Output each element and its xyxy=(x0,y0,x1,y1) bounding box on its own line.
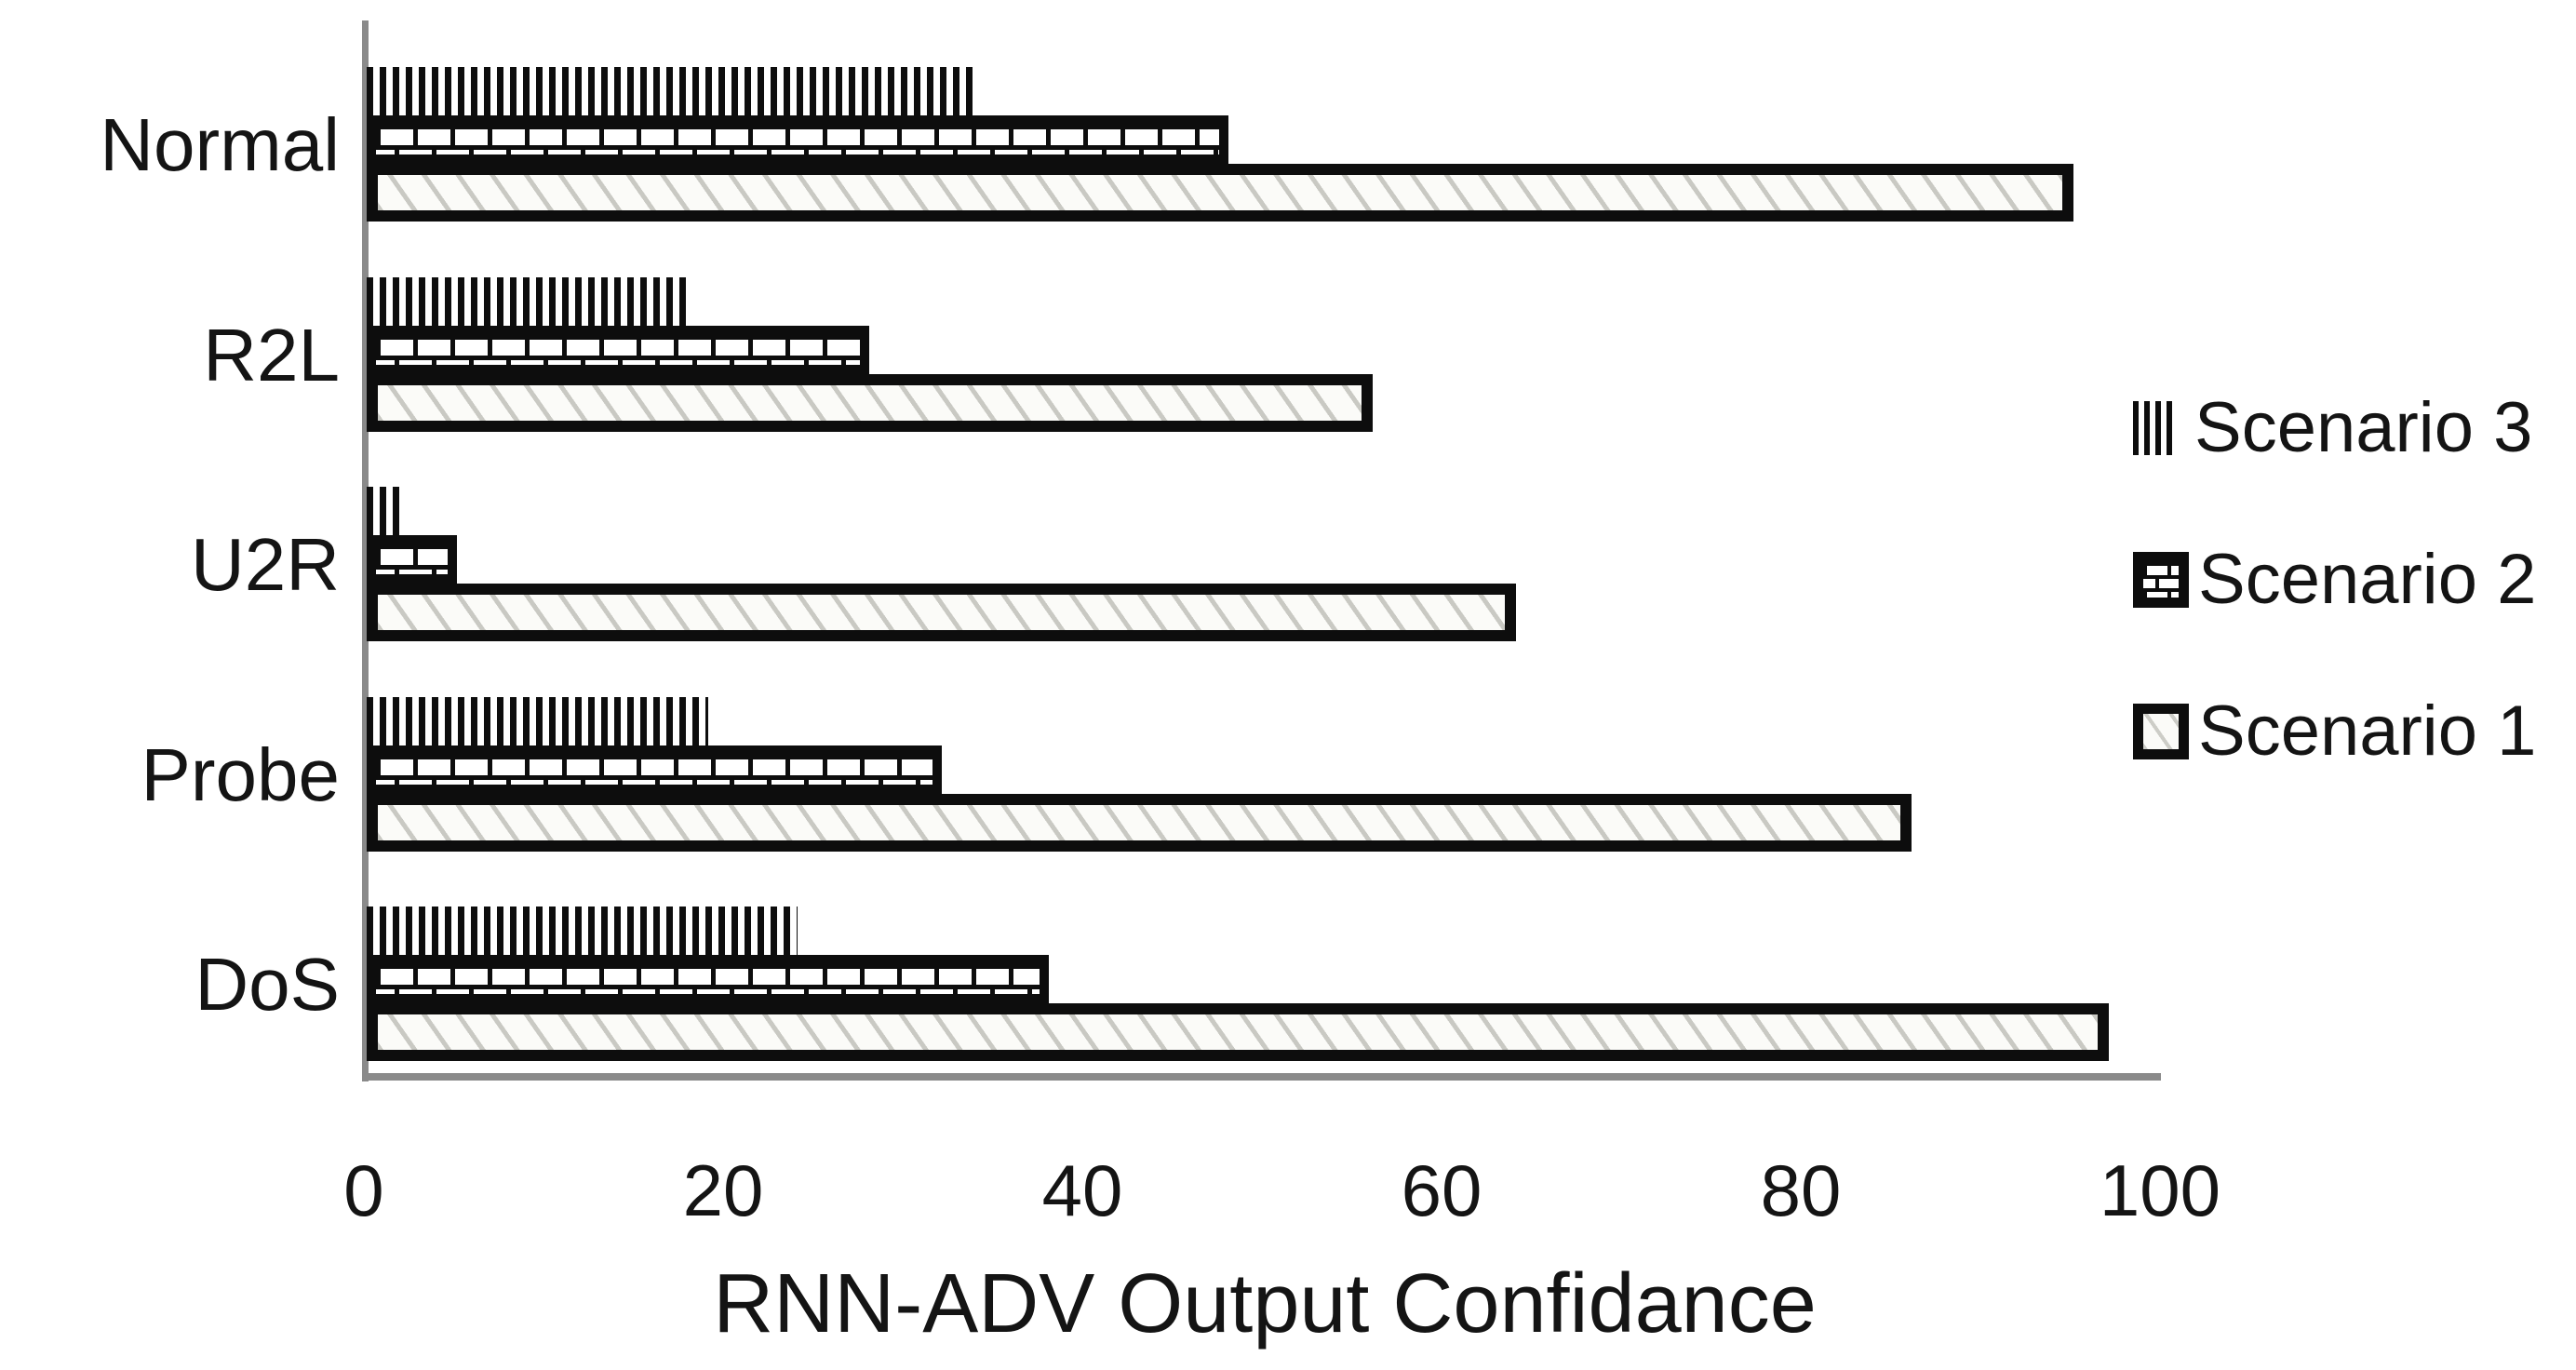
x-tick-label-20: 20 xyxy=(682,1149,764,1231)
category-label-normal: Normal xyxy=(100,103,340,186)
legend-item-scenario-2: Scenario 2 xyxy=(2133,538,2536,622)
legend-item-scenario-1: Scenario 1 xyxy=(2133,690,2536,773)
bar-scenario-3-u2r xyxy=(367,487,403,535)
bar-scenario-2-dos xyxy=(367,955,1049,1003)
x-tick-label-60: 60 xyxy=(1401,1149,1483,1231)
bar-scenario-1-u2r xyxy=(367,584,1516,641)
x-axis-line xyxy=(362,1073,2161,1081)
bar-scenario-3-dos xyxy=(367,907,798,955)
x-tick-label-100: 100 xyxy=(2099,1149,2221,1231)
category-label-probe: Probe xyxy=(141,732,340,816)
bar-scenario-1-normal xyxy=(367,164,2073,222)
x-axis-title: RNN-ADV Output Confidance xyxy=(713,1257,1817,1350)
legend-swatch-scenario-1-pattern-icon xyxy=(2133,704,2189,759)
y-axis-line xyxy=(362,20,369,1081)
legend-item-scenario-3: Scenario 3 xyxy=(2133,386,2532,470)
bar-scenario-2-u2r xyxy=(367,535,457,584)
category-label-r2l: R2L xyxy=(203,313,340,396)
bar-scenario-2-probe xyxy=(367,745,942,794)
legend-label: Scenario 1 xyxy=(2198,692,2537,771)
legend-label: Scenario 2 xyxy=(2198,540,2537,619)
category-label-u2r: U2R xyxy=(190,523,340,606)
x-tick-label-80: 80 xyxy=(1760,1149,1842,1231)
bar-scenario-1-probe xyxy=(367,793,1912,852)
bar-scenario-3-normal xyxy=(367,67,977,115)
legend-label: Scenario 3 xyxy=(2194,388,2533,467)
x-tick-label-0: 0 xyxy=(343,1149,384,1231)
bar-scenario-3-probe xyxy=(367,696,708,745)
bar-scenario-1-dos xyxy=(367,1003,2109,1061)
x-tick-label-40: 40 xyxy=(1041,1149,1123,1231)
bar-scenario-1-r2l xyxy=(367,373,1373,432)
bar-scenario-3-r2l xyxy=(367,276,690,326)
category-label-dos: DoS xyxy=(195,943,340,1026)
legend-swatch-scenario-3-pattern-icon xyxy=(2133,401,2178,455)
legend-swatch-scenario-2-pattern-icon xyxy=(2133,552,2189,608)
bar-scenario-2-normal xyxy=(367,115,1228,164)
bar-scenario-2-r2l xyxy=(367,325,869,374)
